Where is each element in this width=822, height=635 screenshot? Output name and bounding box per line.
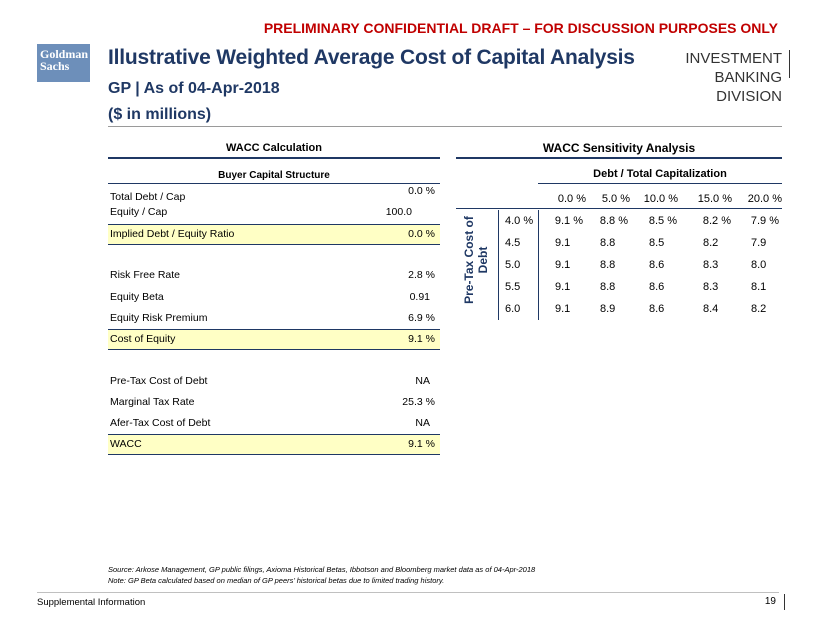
- buyer-capital-structure-rule: [108, 183, 440, 184]
- row-label: Implied Debt / Equity Ratio: [110, 228, 235, 240]
- footer-rule: [37, 592, 779, 593]
- sensitivity-cell: 8.4: [703, 303, 719, 315]
- col-header: 20.0 %: [747, 193, 782, 205]
- row-marginal-tax-rate: Marginal Tax Rate 25.3 %: [108, 393, 440, 414]
- row-equity-cap: Equity / Cap 100.0: [108, 203, 440, 224]
- row-label: Afer-Tax Cost of Debt: [110, 417, 211, 429]
- division-label: INVESTMENT BANKING DIVISION: [652, 49, 782, 106]
- row-equity-beta: Equity Beta 0.91: [108, 288, 440, 309]
- sensitivity-cell: 8.2: [703, 237, 719, 249]
- row-pre-tax-cost-of-debt: Pre-Tax Cost of Debt NA: [108, 372, 440, 393]
- row-label: Equity Beta: [110, 291, 164, 303]
- row-value: 0.0 %: [408, 185, 435, 197]
- sensitivity-row-label: 6.0: [505, 303, 521, 315]
- sensitivity-cell: 8.9: [600, 303, 616, 315]
- row-risk-free-rate: Risk Free Rate 2.8 %: [108, 266, 440, 287]
- sensitivity-cell: 8.0: [751, 259, 767, 271]
- col-header: 0.0 %: [557, 193, 586, 205]
- row-value: 9.1 %: [408, 438, 435, 450]
- row-value: 25.3 %: [402, 396, 435, 408]
- sensitivity-cell: 8.3: [703, 281, 719, 293]
- sensitivity-cell: 8.3: [703, 259, 719, 271]
- logo-line1: Goldman: [40, 47, 89, 61]
- debt-total-cap-rule: [538, 183, 782, 184]
- row-implied-debt-equity: Implied Debt / Equity Ratio 0.0 %: [108, 224, 440, 245]
- division-divider: [789, 50, 790, 78]
- sensitivity-cell: 8.5 %: [648, 215, 677, 227]
- sensitivity-cell: 7.9: [751, 237, 767, 249]
- footer-label: Supplemental Information: [37, 597, 146, 608]
- beta-note: Note: GP Beta calculated based on median…: [108, 576, 445, 585]
- row-label: Equity Risk Premium: [110, 312, 208, 324]
- page-title: Illustrative Weighted Average Cost of Ca…: [108, 46, 635, 69]
- row-value: 0.0 %: [408, 228, 435, 240]
- row-value: NA: [415, 417, 430, 429]
- column-header-rule: [456, 208, 782, 209]
- sensitivity-cell: 9.1: [555, 281, 571, 293]
- row-value: 100.0: [385, 206, 412, 218]
- col-header: 10.0 %: [643, 193, 678, 205]
- sensitivity-cell: 8.8: [600, 259, 616, 271]
- row-value: 2.8 %: [408, 269, 435, 281]
- debt-total-cap-title: Debt / Total Capitalization: [593, 168, 727, 180]
- sensitivity-divider: [538, 210, 539, 320]
- confidential-banner: PRELIMINARY CONFIDENTIAL DRAFT – FOR DIS…: [263, 20, 778, 36]
- row-label: Pre-Tax Cost of Debt: [110, 375, 208, 387]
- sensitivity-row-label: 4.0 %: [505, 215, 534, 227]
- page-number: 19: [764, 596, 776, 607]
- sensitivity-cell: 8.8: [600, 281, 616, 293]
- row-value: 6.9 %: [408, 312, 435, 324]
- wacc-calc-title-rule: [108, 157, 440, 159]
- row-wacc: WACC 9.1 %: [108, 434, 440, 455]
- buyer-capital-structure-title: Buyer Capital Structure: [218, 170, 330, 181]
- sensitivity-cell: 9.1: [555, 303, 571, 315]
- row-label: Total Debt / Cap: [110, 191, 186, 203]
- sensitivity-row-label: 5.0: [505, 259, 521, 271]
- sensitivity-cell: 8.6: [649, 259, 665, 271]
- row-label: Equity / Cap: [110, 206, 168, 218]
- row-value: NA: [415, 375, 430, 387]
- sensitivity-cell: 8.6: [649, 303, 665, 315]
- sensitivity-cell: 9.1: [555, 237, 571, 249]
- row-label: Marginal Tax Rate: [110, 396, 195, 408]
- row-label: WACC: [110, 438, 142, 450]
- division-line1: INVESTMENT BANKING: [685, 50, 782, 86]
- goldman-sachs-logo: Goldman Sachs: [37, 44, 90, 82]
- row-label: Cost of Equity: [110, 333, 176, 345]
- sensitivity-title: WACC Sensitivity Analysis: [542, 141, 696, 155]
- row-value: 0.91: [409, 291, 430, 303]
- sensitivity-cell: 9.1: [555, 259, 571, 271]
- logo-line2: Sachs: [40, 59, 70, 73]
- sensitivity-cell: 8.5: [649, 237, 665, 249]
- units-note: ($ in millions): [108, 106, 212, 123]
- sensitivity-cell: 7.9 %: [750, 215, 779, 227]
- pre-tax-cost-of-debt-label: Pre-Tax Cost of Debt: [462, 216, 490, 304]
- source-note: Source: Arkose Management, GP public fil…: [108, 565, 536, 574]
- col-header: 15.0 %: [697, 193, 732, 205]
- row-after-tax-cost-of-debt: Afer-Tax Cost of Debt NA: [108, 414, 440, 435]
- sensitivity-row-label: 4.5: [505, 237, 521, 249]
- sensitivity-cell: 8.6: [649, 281, 665, 293]
- row-cost-of-equity: Cost of Equity 9.1 %: [108, 329, 440, 350]
- sensitivity-cell: 8.8 %: [599, 215, 628, 227]
- sensitivity-cell: 8.2: [751, 303, 767, 315]
- row-title-box: [456, 210, 499, 320]
- row-value: 9.1 %: [408, 333, 435, 345]
- sensitivity-cell: 8.1: [751, 281, 767, 293]
- col-header: 5.0 %: [601, 193, 630, 205]
- sensitivity-row-label: 5.5: [505, 281, 521, 293]
- sensitivity-cell: 8.2 %: [702, 215, 731, 227]
- sensitivity-cell: 8.8: [600, 237, 616, 249]
- row-total-debt-cap: Total Debt / Cap 0.0 %: [108, 185, 440, 206]
- division-line2: DIVISION: [716, 88, 782, 105]
- header-rule: [108, 126, 782, 127]
- page-subtitle: GP | As of 04-Apr-2018: [108, 80, 280, 97]
- row-equity-risk-premium: Equity Risk Premium 6.9 %: [108, 309, 440, 330]
- page-number-divider: [784, 594, 785, 610]
- sensitivity-title-rule: [456, 157, 782, 159]
- row-label: Risk Free Rate: [110, 269, 181, 281]
- wacc-calc-title: WACC Calculation: [226, 142, 322, 154]
- sensitivity-cell: 9.1 %: [554, 215, 583, 227]
